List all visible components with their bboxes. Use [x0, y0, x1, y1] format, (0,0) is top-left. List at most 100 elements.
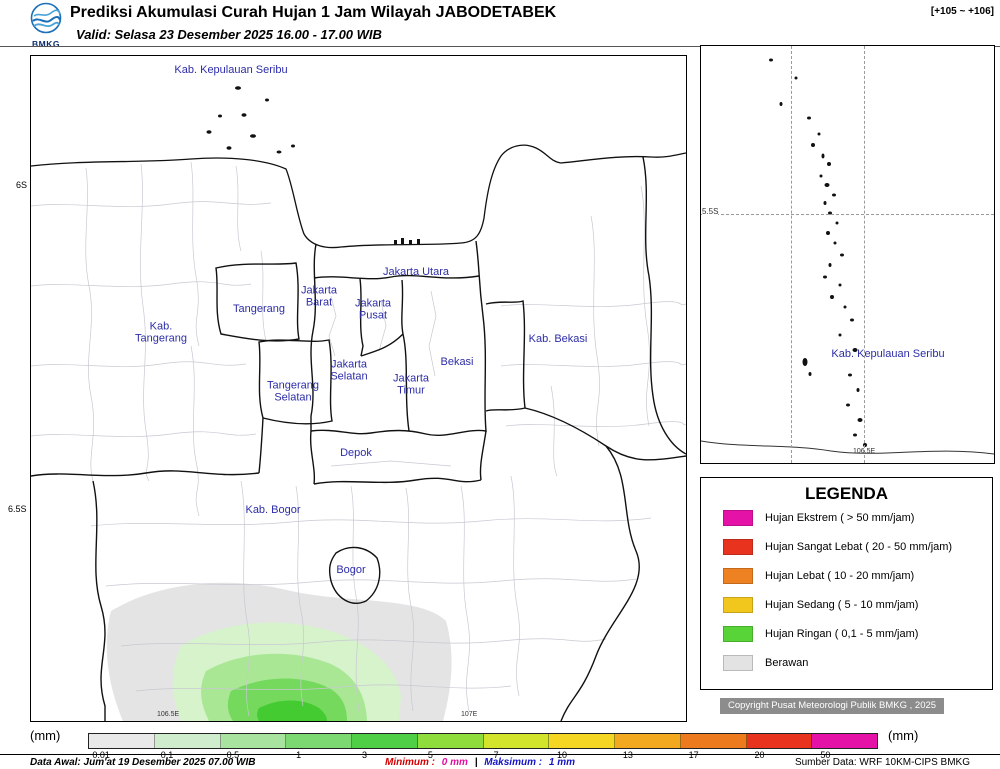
legend-label-ekstrem: Hujan Ekstrem ( > 50 mm/jam)	[765, 512, 915, 524]
colorbar-unit-left: (mm)	[30, 728, 61, 743]
coastline	[31, 144, 686, 249]
footer-minmax: Minimum : 0 mm | Maksimum : 1 mm	[385, 757, 579, 768]
colorbar-track	[88, 733, 878, 749]
inset-y-axis-label-5-5s: 5.5S	[702, 207, 719, 216]
footer-divider	[0, 754, 1000, 755]
legend-label-berawan: Berawan	[765, 657, 809, 669]
valid-time: Valid: Selasa 23 Desember 2025 16.00 - 1…	[76, 27, 382, 42]
minmax-separator: |	[474, 757, 478, 768]
inset-gridline-vertical-2	[864, 46, 865, 463]
map-label-tangerang-selatan: Tangerang Selatan	[267, 379, 319, 404]
legend-title: LEGENDA	[804, 484, 889, 503]
legend-swatch-sedang	[723, 597, 753, 613]
colorbar-segment	[417, 734, 484, 748]
inset-map: Kab. Kepulauan Seribu	[700, 45, 995, 464]
rain-area-core	[257, 700, 327, 721]
legend-label-lebat: Hujan Lebat ( 10 - 20 mm/jam)	[765, 570, 915, 582]
map-label-bekasi: Bekasi	[440, 355, 474, 368]
colorbar-segment	[812, 734, 877, 748]
map-label-jakarta-selatan: Jakarta Selatan	[330, 358, 368, 383]
colorbar-segment	[680, 734, 747, 748]
map-label-jakarta-utara: Jakarta Utara	[382, 265, 450, 278]
inset-gridline-vertical	[791, 46, 792, 463]
bmkg-logo-text: BMKG	[32, 39, 60, 49]
legend-panel: LEGENDA Hujan Ekstrem ( > 50 mm/jam) Huj…	[700, 477, 993, 690]
inset-label-kab-kepulauan-seribu: Kab. Kepulauan Seribu	[831, 347, 945, 360]
legend-item-ekstrem: Hujan Ekstrem ( > 50 mm/jam)	[701, 504, 992, 533]
colorbar-tick-label: 50	[820, 750, 831, 760]
map-label-kab-bekasi: Kab. Bekasi	[528, 332, 588, 345]
maksimum-label: Maksimum :	[484, 757, 543, 768]
main-map-canvas	[31, 86, 686, 721]
islands	[206, 86, 295, 154]
footer-data-awal: Data Awal: Jum'at 19 Desember 2025 07.00…	[30, 757, 256, 768]
colorbar-segment	[286, 734, 352, 748]
colorbar-segment	[549, 734, 615, 748]
colorbar-segment	[746, 734, 813, 748]
colorbar-segment	[352, 734, 418, 748]
minimum-label: Minimum :	[385, 757, 435, 768]
header-divider	[0, 46, 1000, 47]
colorbar-tick-label: 13	[622, 750, 633, 760]
colorbar-tick-label: 17	[688, 750, 699, 760]
legend-item-sedang: Hujan Sedang ( 5 - 10 mm/jam)	[701, 591, 992, 620]
colorbar-tick-label: 3	[361, 750, 368, 760]
legend-swatch-berawan	[723, 655, 753, 671]
legend-label-sedang: Hujan Sedang ( 5 - 10 mm/jam)	[765, 599, 919, 611]
map-label-depok: Depok	[340, 446, 372, 459]
bmkg-logo-icon	[30, 2, 62, 34]
colorbar-segment	[483, 734, 550, 748]
district-lines	[31, 161, 686, 717]
colorbar-tick-label: 5	[427, 750, 433, 760]
admin-boundaries	[31, 156, 686, 721]
colorbar-tick-label: 0.01	[92, 750, 110, 760]
legend-swatch-lebat	[723, 568, 753, 584]
y-axis-label-6-5s: 6.5S	[8, 504, 27, 514]
map-label-bogor: Bogor	[336, 563, 366, 576]
legend-item-lebat: Hujan Lebat ( 10 - 20 mm/jam)	[701, 562, 992, 591]
colorbar-labels: 0.01 0.1 0.5 1 3 5 7 10 13 17 20 50	[88, 749, 878, 760]
legend-item-sangat-lebat: Hujan Sangat Lebat ( 20 - 50 mm/jam)	[701, 533, 992, 562]
legend-swatch-ekstrem	[723, 510, 753, 526]
forecast-frame-range: [+105 ~ +106]	[930, 6, 994, 17]
legend-swatch-ringan	[723, 626, 753, 642]
legend-item-berawan: Berawan	[701, 649, 992, 678]
map-label-jakarta-timur: Jakarta Timur	[392, 372, 430, 397]
inset-x-axis-label-106-5e: 106.5E	[853, 448, 876, 455]
inset-islands	[769, 58, 867, 447]
map-label-kab-kepulauan-seribu: Kab. Kepulauan Seribu	[174, 63, 288, 76]
legend-label-sangat-lebat: Hujan Sangat Lebat ( 20 - 50 mm/jam)	[765, 541, 953, 553]
legend-item-ringan: Hujan Ringan ( 0,1 - 5 mm/jam)	[701, 620, 992, 649]
x-axis-label-106-5e: 106.5E	[157, 711, 180, 718]
colorbar-tick-label: 7	[493, 750, 499, 760]
map-label-tangerang: Tangerang	[233, 302, 285, 315]
colorbar-tick-label: 1	[296, 750, 302, 760]
map-label-jakarta-pusat: Jakarta Pusat	[354, 297, 392, 322]
map-label-jakarta-barat: Jakarta Barat	[300, 284, 338, 309]
colorbar-tick-label: 0.5	[226, 750, 240, 760]
minimum-value: 0 mm	[441, 757, 468, 768]
y-axis-label-6s: 6S	[16, 180, 28, 190]
colorbar-tick-label: 20	[754, 750, 765, 760]
colorbar-segment	[89, 734, 155, 748]
maksimum-value: 1 mm	[548, 757, 575, 768]
legend-label-ringan: Hujan Ringan ( 0,1 - 5 mm/jam)	[765, 628, 919, 640]
port-marks	[394, 238, 420, 245]
bmkg-logo: BMKG	[24, 2, 68, 49]
map-label-kab-tangerang: Kab. Tangerang	[135, 320, 187, 345]
footer-sumber-data: Sumber Data: WRF 10KM-CIPS BMKG	[794, 757, 970, 768]
copyright-text: Copyright Pusat Meteorologi Publik BMKG …	[720, 698, 945, 714]
colorbar: 0.01 0.1 0.5 1 3 5 7 10 13 17 20 50	[88, 733, 878, 760]
colorbar-unit-right: (mm)	[888, 728, 919, 743]
main-map: Kab. Kepulauan Seribu Jakarta Utara Jaka…	[30, 55, 687, 722]
map-label-kab-bogor: Kab. Bogor	[245, 503, 301, 516]
inset-gridline-horizontal	[701, 214, 994, 215]
inset-coastline	[701, 440, 994, 455]
colorbar-segment	[615, 734, 681, 748]
colorbar-tick-label: 10	[556, 750, 568, 760]
colorbar-tick-label: 0.1	[160, 750, 174, 760]
colorbar-segment	[220, 734, 287, 748]
legend-swatch-sangat-lebat	[723, 539, 753, 555]
inset-map-canvas	[701, 58, 994, 455]
